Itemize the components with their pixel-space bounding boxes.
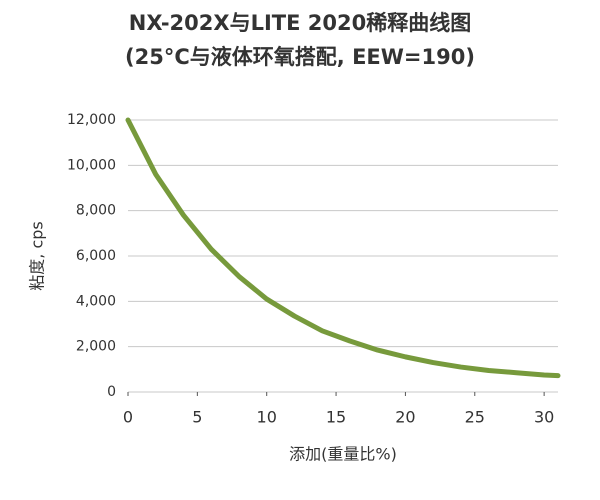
y-tick-label: 2,000 [76, 339, 116, 355]
x-tick-label: 15 [326, 408, 346, 427]
x-tick-label: 20 [395, 408, 415, 427]
line-series [125, 117, 561, 379]
y-tick-label: 4,000 [76, 293, 116, 309]
y-tick-label: 12,000 [67, 112, 116, 128]
chart-title: NX-202X与LITE 2020稀释曲线图 [129, 11, 471, 35]
y-tick-label: 10,000 [67, 157, 116, 173]
y-tick-label: 6,000 [76, 248, 116, 264]
chart-subtitle: (25°C与液体环氧搭配, EEW=190) [125, 45, 475, 69]
x-tick-label: 0 [123, 408, 133, 427]
x-tick-label: 5 [192, 408, 202, 427]
x-tick-label: 10 [257, 408, 277, 427]
y-tick-label: 8,000 [76, 203, 116, 219]
x-tick-label: 25 [465, 408, 485, 427]
y-tick-label: 0 [107, 384, 116, 400]
y-axis-label: 粘度, cps [28, 221, 47, 290]
x-tick-label: 30 [534, 408, 554, 427]
x-axis-label: 添加(重量比%) [289, 445, 397, 464]
